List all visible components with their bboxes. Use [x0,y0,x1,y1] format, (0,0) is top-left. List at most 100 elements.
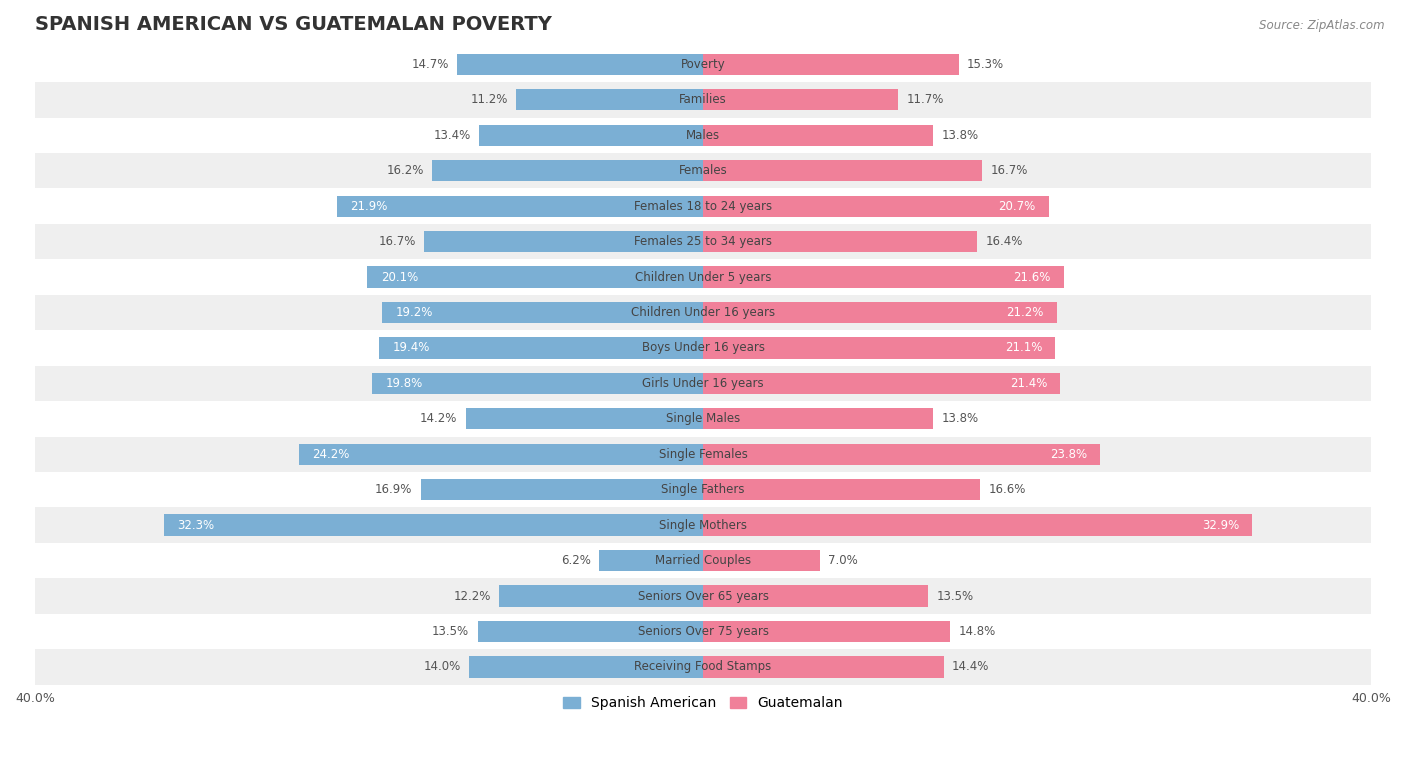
Bar [703,302,1057,323]
Bar [35,82,1371,117]
Text: 16.7%: 16.7% [378,235,416,248]
Text: Married Couples: Married Couples [655,554,751,567]
Bar [35,295,1371,330]
Bar [380,337,703,359]
Bar [35,224,1371,259]
Text: Children Under 5 years: Children Under 5 years [634,271,772,283]
Bar [35,507,1371,543]
Bar [299,443,703,465]
Text: 14.8%: 14.8% [959,625,995,638]
Bar [703,124,934,146]
Text: Males: Males [686,129,720,142]
Text: Children Under 16 years: Children Under 16 years [631,306,775,319]
Bar [420,479,703,500]
Text: 21.9%: 21.9% [350,199,388,213]
Text: 13.5%: 13.5% [936,590,974,603]
Bar [516,89,703,111]
Text: Poverty: Poverty [681,58,725,71]
Bar [479,124,703,146]
Bar [465,408,703,430]
Bar [703,443,1101,465]
Text: Boys Under 16 years: Boys Under 16 years [641,341,765,355]
Text: 19.2%: 19.2% [395,306,433,319]
Text: Single Females: Single Females [658,448,748,461]
Bar [35,543,1371,578]
Bar [703,231,977,252]
Text: 20.1%: 20.1% [381,271,418,283]
Text: 11.2%: 11.2% [470,93,508,106]
Bar [470,656,703,678]
Text: 32.9%: 32.9% [1202,518,1239,531]
Bar [35,189,1371,224]
Text: 23.8%: 23.8% [1050,448,1087,461]
Bar [703,550,820,572]
Text: 12.2%: 12.2% [454,590,491,603]
Bar [703,515,1253,536]
Legend: Spanish American, Guatemalan: Spanish American, Guatemalan [557,691,849,716]
Bar [163,515,703,536]
Text: 13.8%: 13.8% [942,129,979,142]
Text: SPANISH AMERICAN VS GUATEMALAN POVERTY: SPANISH AMERICAN VS GUATEMALAN POVERTY [35,15,551,34]
Text: Females 18 to 24 years: Females 18 to 24 years [634,199,772,213]
Bar [425,231,703,252]
Bar [35,153,1371,189]
Text: Girls Under 16 years: Girls Under 16 years [643,377,763,390]
Bar [367,266,703,288]
Bar [703,160,981,181]
Bar [599,550,703,572]
Bar [703,479,980,500]
Text: 7.0%: 7.0% [828,554,858,567]
Text: 11.7%: 11.7% [907,93,945,106]
Bar [35,259,1371,295]
Bar [703,585,928,606]
Text: Families: Families [679,93,727,106]
Text: Single Mothers: Single Mothers [659,518,747,531]
Bar [35,365,1371,401]
Bar [703,621,950,642]
Bar [35,401,1371,437]
Bar [35,47,1371,82]
Bar [703,656,943,678]
Bar [457,54,703,75]
Bar [703,408,934,430]
Bar [478,621,703,642]
Text: Seniors Over 65 years: Seniors Over 65 years [637,590,769,603]
Text: 24.2%: 24.2% [312,448,350,461]
Text: 19.4%: 19.4% [392,341,430,355]
Text: 13.4%: 13.4% [433,129,471,142]
Bar [35,649,1371,684]
Text: Females: Females [679,164,727,177]
Bar [35,437,1371,472]
Bar [35,472,1371,507]
Text: Source: ZipAtlas.com: Source: ZipAtlas.com [1260,19,1385,32]
Bar [382,302,703,323]
Bar [703,54,959,75]
Bar [499,585,703,606]
Text: Females 25 to 34 years: Females 25 to 34 years [634,235,772,248]
Text: 13.8%: 13.8% [942,412,979,425]
Text: 14.0%: 14.0% [423,660,461,673]
Text: 16.2%: 16.2% [387,164,425,177]
Text: 21.1%: 21.1% [1005,341,1042,355]
Bar [703,373,1060,394]
Bar [373,373,703,394]
Text: Receiving Food Stamps: Receiving Food Stamps [634,660,772,673]
Text: 14.4%: 14.4% [952,660,990,673]
Text: 20.7%: 20.7% [998,199,1035,213]
Text: 16.6%: 16.6% [988,483,1026,496]
Text: Single Fathers: Single Fathers [661,483,745,496]
Bar [35,614,1371,649]
Bar [703,337,1056,359]
Bar [35,330,1371,365]
Text: 14.2%: 14.2% [420,412,457,425]
Text: 13.5%: 13.5% [432,625,470,638]
Text: 19.8%: 19.8% [385,377,423,390]
Bar [703,196,1049,217]
Text: 16.7%: 16.7% [990,164,1028,177]
Bar [337,196,703,217]
Text: 16.9%: 16.9% [375,483,412,496]
Text: 21.4%: 21.4% [1010,377,1047,390]
Text: 15.3%: 15.3% [967,58,1004,71]
Bar [35,578,1371,614]
Text: 21.2%: 21.2% [1007,306,1043,319]
